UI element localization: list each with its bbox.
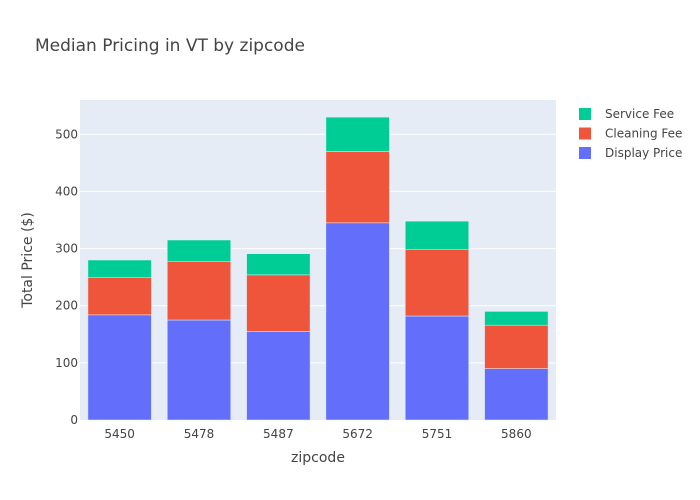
plot-area xyxy=(80,100,556,420)
y-axis-ticks: 0 100 200 300 400 500 xyxy=(55,127,78,427)
x-axis-title: zipcode xyxy=(291,450,345,466)
x-tick-label: 5487 xyxy=(263,427,294,441)
bar-cleaning-fee[interactable] xyxy=(405,249,469,317)
legend-swatch xyxy=(579,108,591,120)
gridlines xyxy=(80,133,556,364)
y-tick-label: 300 xyxy=(55,242,78,256)
bar-cleaning-fee[interactable] xyxy=(484,324,549,369)
bar-display-price[interactable] xyxy=(325,222,390,421)
x-tick-label: 5751 xyxy=(422,427,453,441)
bar-cleaning-fee[interactable] xyxy=(325,151,390,224)
legend-item[interactable]: Display Price xyxy=(579,146,682,160)
bar-display-price[interactable] xyxy=(484,368,549,421)
bar-cleaning-fee[interactable] xyxy=(167,261,231,321)
bar-service-fee[interactable] xyxy=(325,116,390,152)
legend[interactable]: Service Fee Cleaning Fee Display Price xyxy=(579,107,682,160)
bar-service-fee[interactable] xyxy=(246,253,311,276)
x-tick-label: 5860 xyxy=(501,427,532,441)
y-axis-title: Total Price ($) xyxy=(20,212,36,309)
bar-service-fee[interactable] xyxy=(87,259,152,278)
bar-service-fee[interactable] xyxy=(167,239,231,262)
y-tick-label: 500 xyxy=(55,127,78,141)
legend-swatch xyxy=(579,147,591,159)
bars xyxy=(87,116,549,421)
bar-cleaning-fee[interactable] xyxy=(87,277,152,316)
legend-label: Cleaning Fee xyxy=(605,127,682,141)
legend-swatch xyxy=(579,127,591,140)
y-tick-label: 100 xyxy=(55,356,78,370)
legend-label: Service Fee xyxy=(605,107,674,121)
bar-service-fee[interactable] xyxy=(484,311,549,326)
y-tick-label: 0 xyxy=(70,413,78,427)
bar-display-price[interactable] xyxy=(246,331,311,421)
chart-title: Median Pricing in VT by zipcode xyxy=(35,36,305,56)
bar-cleaning-fee[interactable] xyxy=(246,274,311,332)
legend-label: Display Price xyxy=(605,146,682,160)
x-axis-ticks: 5450 5478 5487 5672 5751 5860 xyxy=(104,427,531,441)
x-tick-label: 5672 xyxy=(342,427,373,441)
x-tick-label: 5478 xyxy=(184,427,215,441)
bar-display-price[interactable] xyxy=(405,315,469,421)
y-tick-label: 200 xyxy=(55,299,78,313)
y-tick-label: 400 xyxy=(55,184,78,198)
legend-item[interactable]: Cleaning Fee xyxy=(579,127,682,141)
bar-display-price[interactable] xyxy=(87,314,152,421)
x-tick-label: 5450 xyxy=(104,427,135,441)
bar-service-fee[interactable] xyxy=(405,220,469,250)
bar-display-price[interactable] xyxy=(167,319,231,421)
legend-item[interactable]: Service Fee xyxy=(579,107,674,121)
